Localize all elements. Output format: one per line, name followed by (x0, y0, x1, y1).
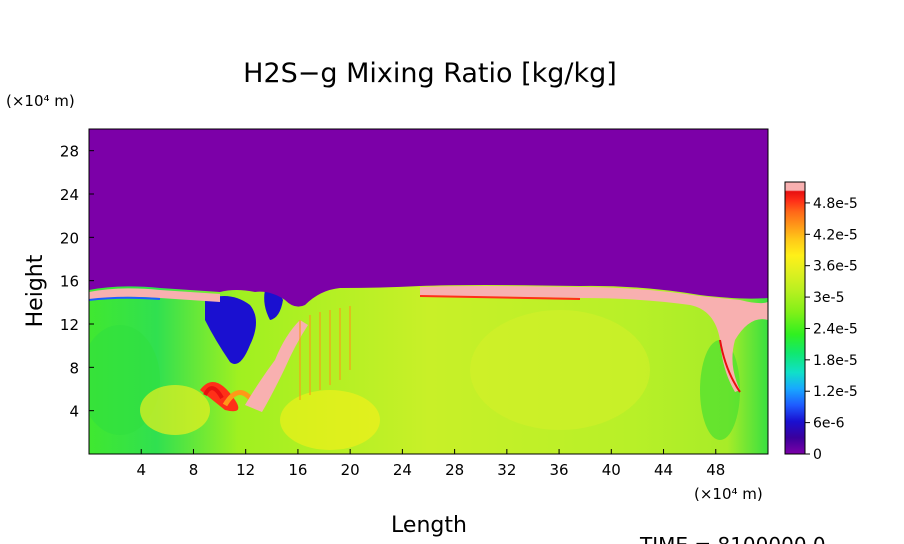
upper-region (89, 129, 768, 307)
colorbar-tick-label: 1.2e-5 (813, 384, 858, 400)
x-tick-label: 44 (654, 461, 673, 479)
chart-title: H2S−g Mixing Ratio [kg/kg] (243, 58, 617, 89)
colorbar-tick-label: 4.2e-5 (813, 227, 858, 243)
y-tick-label: 24 (60, 186, 79, 204)
colorbar-ticks: 0 6e-6 1.2e-5 1.8e-5 2.4e-5 3e-5 3.6e-5 4.2e-5 4… (805, 196, 858, 463)
x-axis-label: Length (391, 513, 467, 538)
colorbar-tick-label: 3.6e-5 (813, 259, 858, 275)
x-tick-label: 48 (706, 461, 725, 479)
time-label: TIME = 8100000.0 (639, 533, 826, 544)
x-axis-ticks: 4 8 12 16 20 24 28 32 36 40 44 48 (136, 449, 725, 479)
colorbar-tick-label: 6e-6 (813, 416, 845, 432)
colorbar-tick-label: 3e-5 (813, 290, 844, 306)
x-tick-label: 24 (393, 461, 412, 479)
y-tick-label: 28 (60, 143, 79, 161)
x-tick-label: 28 (445, 461, 464, 479)
y-tick-label: 4 (69, 403, 79, 421)
colorbar-tick-label: 1.8e-5 (813, 353, 858, 369)
x-axis-unit: (×10⁴ m) (694, 485, 763, 503)
y-tick-label: 16 (60, 273, 79, 291)
colorbar-tick-label: 4.8e-5 (813, 196, 858, 212)
plot-frame (88, 128, 769, 455)
y-axis-ticks: 4 8 12 16 20 24 28 (60, 143, 94, 421)
x-tick-label: 40 (602, 461, 621, 479)
y-tick-label: 8 (69, 359, 79, 377)
heatmap-field (89, 129, 768, 454)
y-tick-label: 20 (60, 229, 79, 247)
y-tick-label: 12 (60, 316, 79, 334)
x-tick-label: 32 (497, 461, 516, 479)
colorbar-tick-label: 2.4e-5 (813, 321, 858, 337)
x-tick-label: 12 (236, 461, 255, 479)
y-axis-label: Height (23, 254, 48, 327)
x-tick-label: 4 (136, 461, 146, 479)
x-tick-label: 8 (189, 461, 199, 479)
x-tick-label: 16 (288, 461, 307, 479)
y-axis-unit: (×10⁴ m) (6, 92, 75, 110)
colorbar-tick-label: 0 (813, 447, 822, 463)
colorbar (784, 181, 806, 455)
x-tick-label: 20 (341, 461, 360, 479)
x-tick-label: 36 (550, 461, 569, 479)
